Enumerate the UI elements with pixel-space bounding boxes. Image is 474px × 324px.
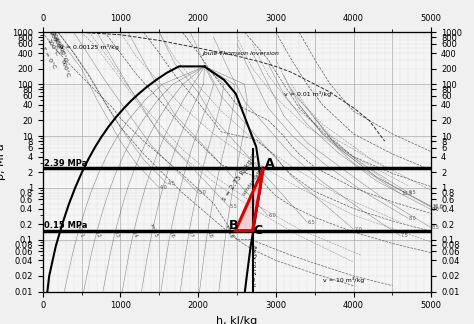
Text: 400°C: 400°C <box>52 36 64 56</box>
Text: 4.5: 4.5 <box>168 181 175 186</box>
X-axis label: h, kJ/kg: h, kJ/kg <box>216 316 258 324</box>
Text: 0.3: 0.3 <box>112 230 119 238</box>
Text: C: C <box>254 224 263 237</box>
Text: 2.39 MPa: 2.39 MPa <box>44 159 88 168</box>
Text: 5.0: 5.0 <box>199 191 207 195</box>
Text: 0.6: 0.6 <box>168 230 175 238</box>
Text: 11.0: 11.0 <box>432 205 443 210</box>
Text: 9.0: 9.0 <box>432 207 440 212</box>
Text: 10.0: 10.0 <box>432 204 443 209</box>
Text: 8.5: 8.5 <box>432 225 440 230</box>
Text: x=0.1: x=0.1 <box>75 223 85 238</box>
Text: 0.4: 0.4 <box>131 230 138 238</box>
Text: T = 0°C: T = 0°C <box>41 46 57 70</box>
Text: v = 10 m³/kg: v = 10 m³/kg <box>322 277 364 284</box>
Text: x=0.9: x=0.9 <box>224 223 234 238</box>
Text: 0.8: 0.8 <box>205 230 212 238</box>
Text: x=0.5: x=0.5 <box>149 223 159 238</box>
Text: h = 2703 kJ/kg: h = 2703 kJ/kg <box>254 245 258 286</box>
Text: 0.7: 0.7 <box>187 230 194 238</box>
Text: B: B <box>229 219 239 232</box>
Text: v = 0.00125 m³/kg: v = 0.00125 m³/kg <box>60 44 119 50</box>
Text: 0.2: 0.2 <box>93 230 101 238</box>
Text: 9.5: 9.5 <box>409 190 417 195</box>
Text: 300°C: 300°C <box>50 31 63 50</box>
Text: 500°C: 500°C <box>56 43 68 63</box>
Text: Joule-Thomson inversion: Joule-Thomson inversion <box>202 51 279 56</box>
Text: 8.0: 8.0 <box>409 216 417 221</box>
Text: s = 2.75 kJ/kg·K: s = 2.75 kJ/kg·K <box>221 154 258 202</box>
Text: 7.0: 7.0 <box>355 227 362 232</box>
Text: 6.0: 6.0 <box>269 213 277 218</box>
Text: 200°C: 200°C <box>48 31 61 50</box>
Text: 100°C: 100°C <box>45 39 59 58</box>
Text: 4.0: 4.0 <box>160 185 168 191</box>
Text: 5.5: 5.5 <box>230 204 238 209</box>
Text: condensation: condensation <box>242 164 267 197</box>
Text: v = 0.01 m³/kg: v = 0.01 m³/kg <box>283 91 331 97</box>
Text: 10.5: 10.5 <box>401 191 412 196</box>
Text: 6.5: 6.5 <box>308 219 316 225</box>
Text: 0.15 MPa: 0.15 MPa <box>44 221 88 230</box>
Text: 600°C: 600°C <box>60 59 71 78</box>
Text: A: A <box>265 156 275 169</box>
Text: 7.5: 7.5 <box>401 233 409 238</box>
Y-axis label: p, MPa: p, MPa <box>0 144 6 180</box>
Polygon shape <box>236 168 264 231</box>
